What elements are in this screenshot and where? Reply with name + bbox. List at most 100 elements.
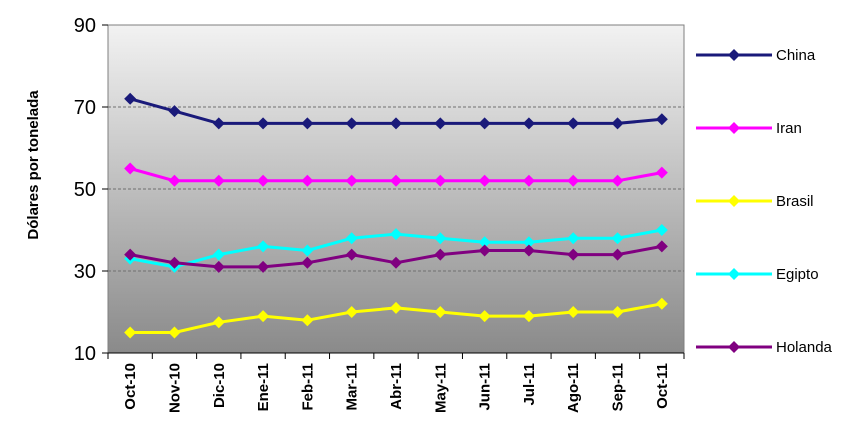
- data-point-china: [124, 92, 137, 105]
- x-tick-label: Abr-11: [388, 363, 405, 410]
- data-point-egipto: [567, 232, 580, 245]
- data-point-holanda: [390, 256, 402, 269]
- data-point-china: [611, 117, 624, 130]
- x-tick-label: Mar-11: [344, 363, 361, 411]
- data-point-iran: [212, 174, 225, 187]
- x-tick-label: Jul-11: [521, 363, 538, 406]
- data-point-brasil: [257, 310, 270, 323]
- y-axis-label: Dólares por tonelada: [25, 90, 42, 240]
- data-point-china: [655, 113, 668, 126]
- legend-label: Holanda: [776, 339, 833, 356]
- data-point-egipto: [434, 232, 447, 245]
- data-point-china: [434, 117, 447, 130]
- legend-marker: [728, 49, 740, 61]
- data-point-iran: [522, 174, 535, 187]
- data-point-holanda: [655, 240, 668, 253]
- data-point-egipto: [257, 240, 270, 253]
- data-point-iran: [124, 162, 137, 175]
- data-point-iran: [655, 166, 668, 179]
- data-point-holanda: [522, 244, 535, 257]
- series-group: [124, 92, 668, 339]
- data-point-holanda: [301, 256, 314, 269]
- x-tick-label: Oct-11: [654, 363, 671, 409]
- legend-item-iran: Iran: [696, 120, 802, 137]
- data-point-holanda: [257, 260, 270, 273]
- legend-marker: [728, 122, 740, 134]
- x-tick-label: May-11: [432, 363, 449, 413]
- data-point-egipto: [655, 224, 668, 236]
- data-point-iran: [478, 174, 491, 187]
- x-tick-label: Ene-11: [255, 363, 272, 411]
- data-point-china: [522, 117, 535, 130]
- data-point-brasil: [212, 316, 225, 329]
- data-point-brasil: [522, 310, 535, 323]
- legend: China Iran Brasil Egipto Holanda: [696, 47, 833, 356]
- data-point-iran: [345, 174, 358, 187]
- legend-label: Iran: [776, 120, 802, 137]
- legend-marker: [728, 195, 740, 207]
- x-tick-label: Jun-11: [477, 363, 494, 411]
- legend-item-china: China: [696, 47, 816, 64]
- x-tick-label: Feb-11: [299, 363, 316, 411]
- data-point-brasil: [124, 326, 137, 339]
- data-point-china: [345, 117, 358, 130]
- x-tick-label: Oct-10: [122, 363, 139, 410]
- y-tick-label: 90: [74, 15, 96, 37]
- data-point-brasil: [655, 297, 668, 310]
- data-point-holanda: [567, 248, 580, 261]
- data-point-china: [168, 105, 181, 118]
- data-point-brasil: [168, 326, 181, 339]
- data-point-egipto: [345, 232, 358, 245]
- data-point-egipto: [522, 236, 535, 249]
- legend-item-brasil: Brasil: [696, 193, 814, 210]
- x-axis: Oct-10 Nov-10 Dic-10 Ene-11 Feb-11 Mar-11 Abr-…: [107, 352, 685, 413]
- data-point-holanda: [212, 260, 225, 273]
- legend-label: Egipto: [776, 266, 819, 283]
- data-point-china: [301, 117, 314, 130]
- data-point-iran: [390, 174, 402, 187]
- data-point-brasil: [345, 306, 358, 318]
- data-point-holanda: [434, 248, 447, 261]
- data-point-egipto: [212, 248, 225, 261]
- legend-marker: [728, 268, 740, 280]
- data-point-holanda: [124, 248, 137, 261]
- legend-label: China: [776, 47, 816, 64]
- data-point-iran: [257, 174, 270, 187]
- gridlines: [108, 106, 684, 272]
- y-tick-label: 70: [74, 97, 96, 119]
- series-china: [124, 92, 668, 130]
- data-point-china: [257, 117, 270, 130]
- legend-item-holanda: Holanda: [696, 339, 833, 356]
- data-point-holanda: [345, 248, 358, 261]
- data-point-holanda: [478, 244, 491, 257]
- data-point-holanda: [611, 248, 624, 261]
- data-point-iran: [301, 174, 314, 187]
- legend-label: Brasil: [776, 193, 814, 210]
- data-point-holanda: [168, 256, 181, 269]
- data-point-iran: [567, 174, 580, 187]
- data-point-brasil: [434, 306, 447, 318]
- series-brasil: [124, 297, 668, 339]
- x-tick-label: Sep-11: [610, 363, 627, 411]
- data-point-china: [390, 117, 402, 130]
- legend-item-egipto: Egipto: [696, 266, 819, 283]
- y-tick-label: 10: [74, 343, 96, 365]
- data-point-iran: [434, 174, 447, 187]
- data-point-brasil: [611, 306, 624, 318]
- data-point-egipto: [611, 232, 624, 245]
- x-tick-label: Dic-10: [211, 363, 228, 408]
- data-point-egipto: [390, 228, 402, 241]
- data-point-iran: [611, 174, 624, 187]
- x-tick-label: Nov-10: [166, 363, 183, 413]
- data-point-brasil: [390, 301, 402, 314]
- data-point-brasil: [301, 314, 314, 327]
- data-point-egipto: [478, 236, 491, 249]
- legend-marker: [728, 341, 740, 353]
- data-point-china: [212, 117, 225, 130]
- data-point-brasil: [478, 310, 491, 323]
- data-point-china: [567, 117, 580, 130]
- x-tick-label: Ago-11: [565, 363, 582, 413]
- data-point-egipto: [301, 244, 314, 257]
